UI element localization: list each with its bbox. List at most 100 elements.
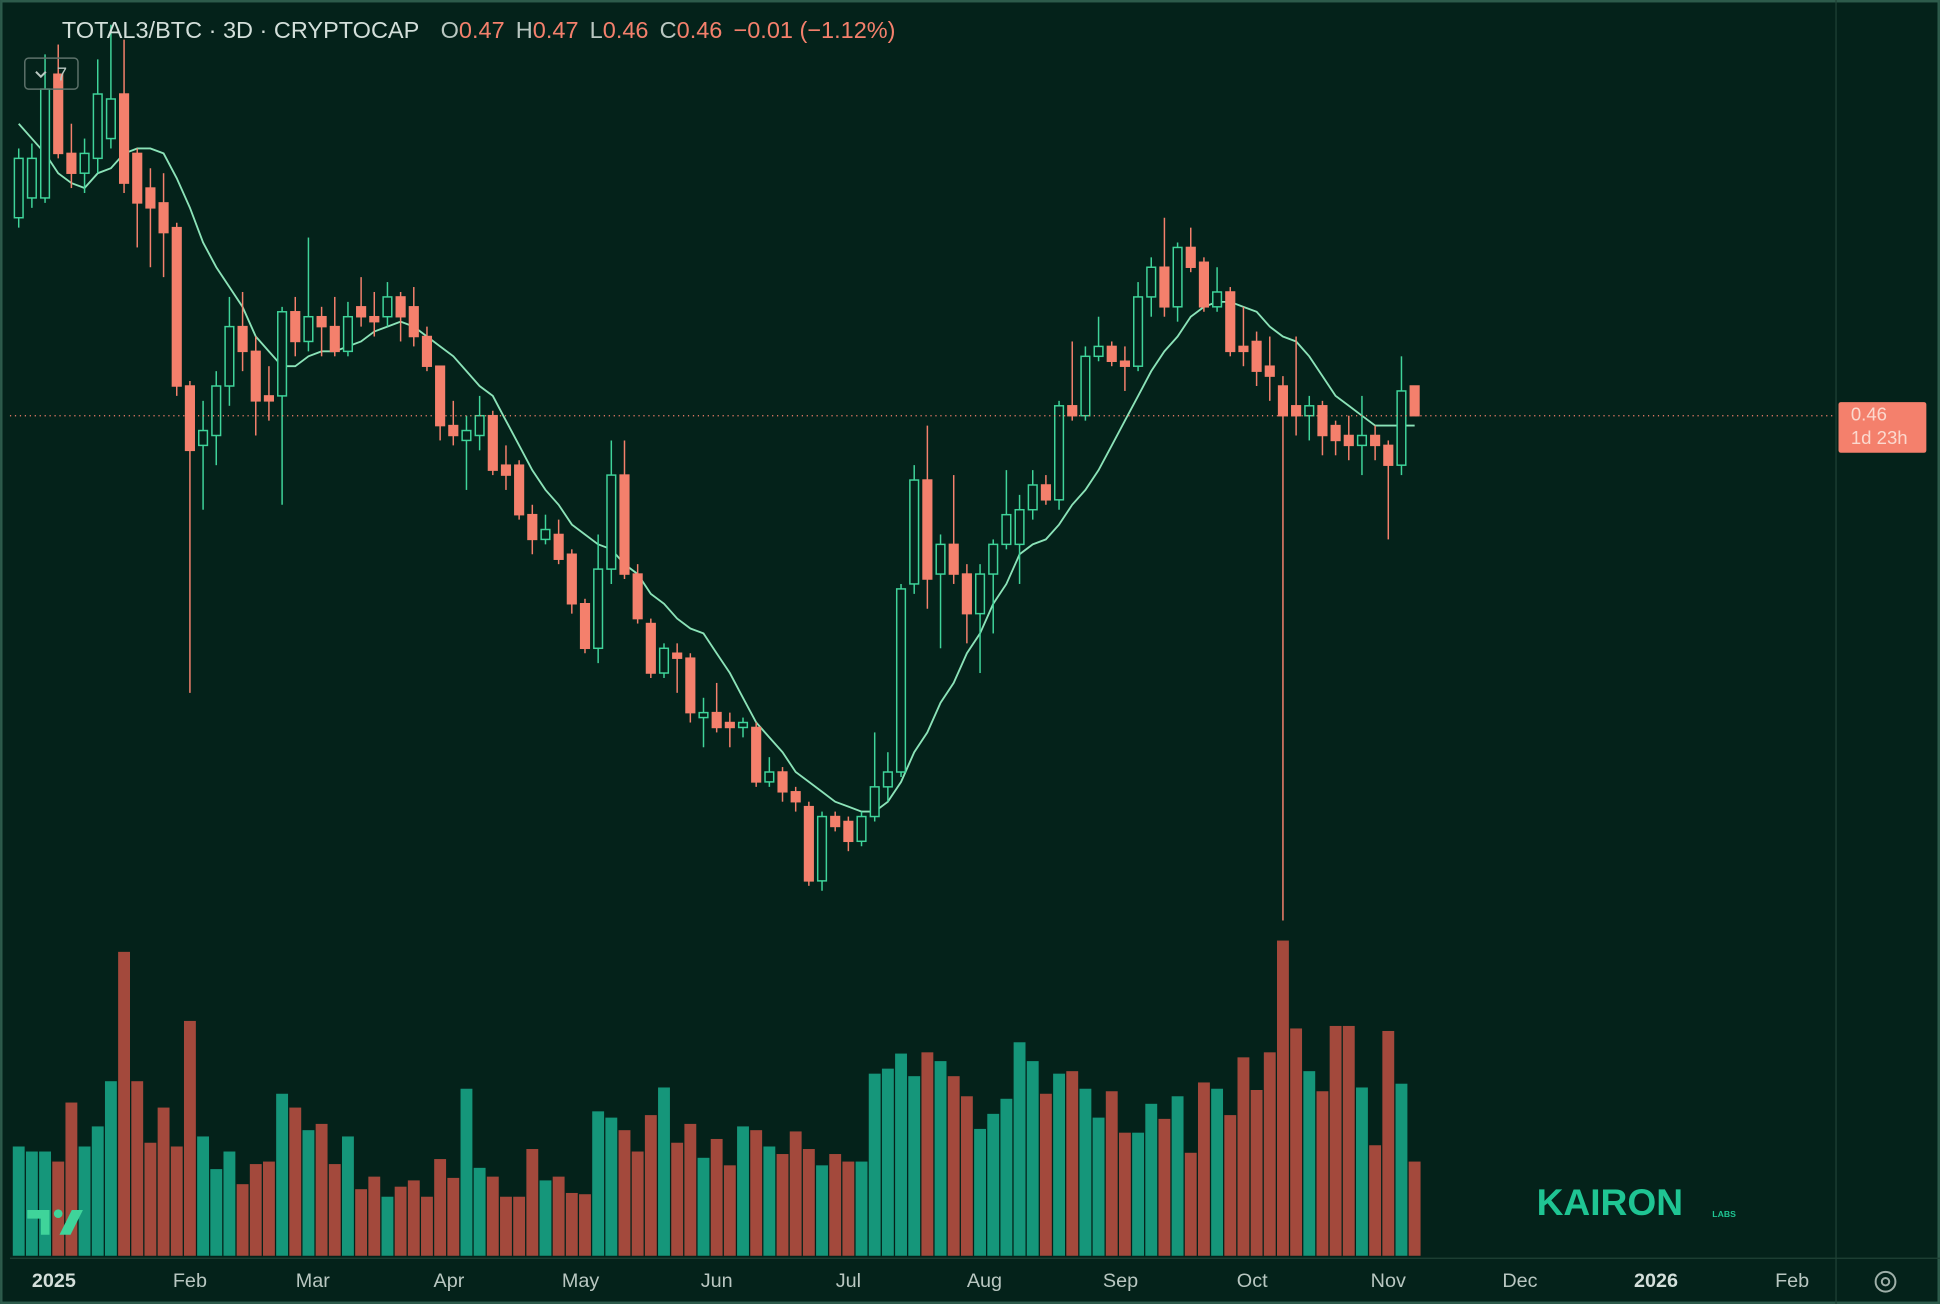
candle-body [461,429,472,442]
ohlc-value: 0.47 [459,17,505,43]
x-tick-label: 2026 [1634,1270,1678,1292]
volume-bar [460,1088,473,1256]
candle-body [974,573,986,615]
volume-bar [1132,1132,1145,1256]
candle-body [250,350,261,402]
volume-bar [25,1151,38,1256]
candle-body [1225,291,1236,353]
x-tick-label: Dec [1502,1270,1537,1292]
candle-body [382,296,393,318]
candle-body [869,786,880,818]
indicator-toggle[interactable] [24,57,79,90]
candle-body [1370,434,1381,447]
volume-bar [908,1076,921,1256]
candle-body [1014,508,1025,546]
candle-body [961,573,972,615]
volume-bar [144,1142,157,1256]
candle-body [882,771,893,788]
volume-bar [631,1151,644,1256]
candle-body [685,657,696,714]
volume-bar [842,1161,855,1256]
candle-body [13,157,24,219]
volume-bar [1408,1161,1421,1256]
x-tick-label: Nov [1371,1270,1406,1292]
candle-body [777,771,788,793]
volume-bar [1250,1089,1263,1256]
candle-body [198,429,209,447]
candle-body [658,647,670,674]
volume-bar [1105,1091,1118,1256]
candle-body [540,528,551,541]
candle-body [1133,296,1144,367]
candle-body [909,479,920,585]
candle-body [66,152,77,174]
candle-body [395,296,406,318]
candle-body [948,543,959,575]
candle-body [1040,484,1051,501]
candle-body [922,479,933,580]
candle-body [303,315,314,343]
volume-bar [697,1157,710,1256]
candle-body [816,815,828,882]
volume-bar [960,1096,973,1256]
ohlc-label: C [660,17,677,43]
volume-bar [802,1149,815,1256]
x-tick-label: Feb [173,1270,207,1292]
volume-bar [421,1196,433,1256]
candle-body [803,805,814,882]
volume-bar [157,1107,170,1256]
candle-body [1159,266,1170,308]
volume-bar [789,1131,802,1256]
gear-outline [1874,1270,1897,1293]
volume-bar [328,1164,341,1256]
volume-bar [1197,1082,1210,1256]
ohlc-label: O [441,17,459,43]
candle-body [632,573,643,620]
volume-bar [1026,1061,1039,1256]
candle-body [751,726,762,783]
candle-body [211,385,222,437]
volume-bar [1013,1042,1026,1256]
volume-bar [368,1176,381,1256]
chevron-icon [35,71,47,79]
volume-bar [394,1186,407,1256]
candle-body [1291,405,1302,417]
candle-body [1067,405,1078,417]
candle-body [487,414,498,471]
volume-bar [1290,1028,1303,1256]
candle-body [26,157,37,199]
candle-body [184,385,195,452]
overlay-layer: 2025 Feb Mar Apr May Jun Jul Aug Sep Oct Nov Dec 202… [9,402,1927,1292]
candle-body [895,588,907,773]
volume-bar [473,1167,486,1256]
volume-bar [104,1081,117,1256]
volume-bar [78,1146,91,1256]
candle-body [1053,405,1065,501]
candle-body [1080,355,1091,417]
volume-bar [750,1130,763,1256]
candle-body [1027,484,1038,511]
volume-bar [710,1138,723,1256]
volume-bar [592,1111,605,1256]
volume-bar [12,1146,25,1256]
candle-body [1304,405,1315,417]
candle-body [566,553,577,605]
volume-bar [289,1107,302,1256]
volume-bar [776,1154,789,1256]
x-tick-label: Aug [967,1270,1002,1292]
candle-body [553,533,564,560]
volume-bar [262,1161,275,1256]
volume-bar [947,1076,960,1256]
candle-body [724,721,735,729]
candle-body [593,568,604,650]
candle-body [1383,444,1394,466]
candle-body [329,325,340,353]
candle-body [79,152,90,174]
volume-layer [12,940,1421,1256]
settings-icon[interactable] [1874,1270,1897,1293]
volume-bar [1118,1132,1131,1256]
volume-bar [223,1151,236,1256]
candle-body [224,325,235,387]
candle-body [448,424,459,437]
candle-body [158,202,169,234]
